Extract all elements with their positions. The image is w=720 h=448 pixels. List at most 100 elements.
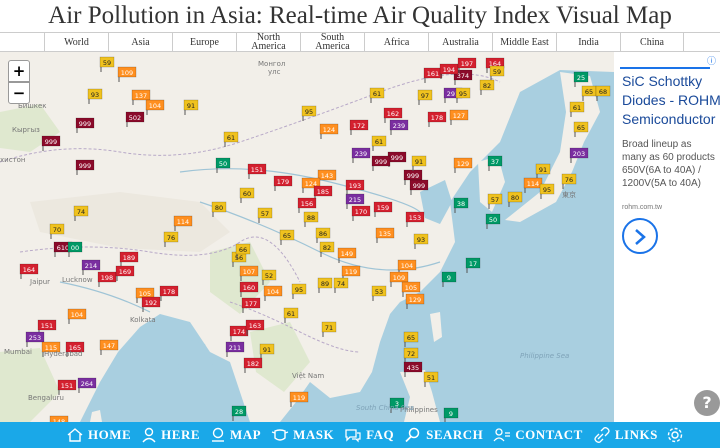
ad-info-icon[interactable]: ⓘ	[706, 57, 716, 67]
aqi-marker[interactable]: 151	[57, 379, 77, 395]
aqi-marker[interactable]: 114	[523, 177, 543, 193]
aqi-marker[interactable]: 174	[229, 325, 249, 341]
aqi-marker[interactable]: 3	[389, 397, 405, 413]
aqi-marker[interactable]: 88	[303, 211, 319, 227]
aqi-marker[interactable]: 59	[489, 65, 505, 81]
ad-title[interactable]: SiC Schottky Diodes - ROHM Semiconductor	[622, 73, 720, 127]
aqi-marker[interactable]: 115	[41, 341, 61, 357]
aqi-marker[interactable]: 172	[349, 119, 369, 135]
aqi-marker[interactable]: 124	[301, 177, 321, 193]
aqi-marker[interactable]: 178	[159, 285, 179, 301]
aqi-marker[interactable]: 999	[387, 151, 407, 167]
tab-south-america[interactable]: South America	[300, 33, 364, 52]
aqi-marker[interactable]: 147	[99, 339, 119, 355]
aqi-marker[interactable]: 214	[81, 259, 101, 275]
aqi-marker[interactable]: 59	[99, 56, 115, 72]
aqi-marker[interactable]: 107	[239, 265, 259, 281]
aqi-marker[interactable]: 162	[383, 107, 403, 123]
aqi-marker[interactable]: 66	[235, 243, 251, 259]
aqi-marker[interactable]: 105	[401, 281, 421, 297]
aqi-marker[interactable]: 999	[41, 135, 61, 151]
tab-middle-east[interactable]: Middle East	[492, 33, 556, 51]
tab-world[interactable]: World	[44, 33, 108, 51]
aqi-marker[interactable]: 148	[49, 415, 69, 422]
aqi-marker[interactable]: 239	[351, 147, 371, 163]
aqi-marker[interactable]: 80	[507, 191, 523, 207]
nav-settings[interactable]	[666, 422, 688, 448]
aqi-marker[interactable]: 53	[371, 285, 387, 301]
aqi-marker[interactable]: 165	[65, 341, 85, 357]
aqi-marker[interactable]: 999	[75, 159, 95, 175]
aqi-map[interactable]: 59 109 93 137 104 502 91 999 999 999 74 70 610 00 214 1…	[0, 52, 614, 422]
aqi-marker[interactable]: 50	[215, 157, 231, 173]
aqi-marker[interactable]: 109	[389, 271, 409, 287]
aqi-marker[interactable]: 215	[345, 193, 365, 209]
ad-url[interactable]: rohm.com.tw	[622, 204, 663, 211]
nav-mask[interactable]: MASK	[271, 422, 334, 448]
ad-panel[interactable]: ⓘ SiC Schottky Diodes - ROHM Semiconduct…	[614, 52, 720, 422]
aqi-marker[interactable]: 37	[487, 155, 503, 171]
aqi-marker[interactable]: 50	[485, 213, 501, 229]
aqi-marker[interactable]: 170	[351, 205, 371, 221]
tab-europe[interactable]: Europe	[172, 33, 236, 51]
aqi-marker[interactable]: 65	[403, 331, 419, 347]
aqi-marker[interactable]: 91	[535, 163, 551, 179]
help-button[interactable]: ?	[694, 390, 720, 416]
tab-north-america[interactable]: North America	[236, 33, 300, 52]
aqi-marker[interactable]: 194	[439, 63, 459, 79]
aqi-marker[interactable]: 999	[409, 179, 429, 195]
aqi-marker[interactable]: 203	[569, 147, 589, 163]
aqi-marker[interactable]: 61	[369, 87, 385, 103]
aqi-marker[interactable]: 135	[375, 227, 395, 243]
aqi-marker[interactable]: 999	[75, 117, 95, 133]
aqi-marker[interactable]: 76	[561, 173, 577, 189]
aqi-marker[interactable]: 159	[373, 201, 393, 217]
aqi-marker[interactable]: 65	[279, 229, 295, 245]
aqi-marker[interactable]: 38	[453, 197, 469, 213]
aqi-marker[interactable]: 95	[291, 283, 307, 299]
aqi-marker[interactable]: 57	[257, 207, 273, 223]
aqi-marker[interactable]: 86	[315, 227, 331, 243]
aqi-marker[interactable]: 95	[301, 105, 317, 121]
aqi-marker[interactable]: 999	[371, 155, 391, 171]
nav-search[interactable]: SEARCH	[404, 422, 483, 448]
aqi-marker[interactable]: 114	[173, 215, 193, 231]
aqi-marker[interactable]: 61	[569, 101, 585, 117]
aqi-marker[interactable]: 25	[573, 71, 589, 87]
nav-home[interactable]: HOME	[66, 422, 131, 448]
nav-contact[interactable]: CONTACT	[493, 422, 583, 448]
aqi-marker[interactable]: 74	[73, 205, 89, 221]
aqi-marker[interactable]: 374	[453, 69, 473, 85]
aqi-marker[interactable]: 189	[119, 251, 139, 267]
zoom-out-button[interactable]: −	[8, 82, 30, 104]
aqi-marker[interactable]: 91	[183, 99, 199, 115]
aqi-marker[interactable]: 60	[239, 187, 255, 203]
aqi-marker[interactable]: 127	[449, 109, 469, 125]
aqi-marker[interactable]: 104	[263, 285, 283, 301]
aqi-marker[interactable]: 161	[423, 67, 443, 83]
nav-here[interactable]: HERE	[141, 422, 200, 448]
aqi-marker[interactable]: 129	[405, 293, 425, 309]
aqi-marker[interactable]: 65	[573, 121, 589, 137]
nav-map[interactable]: MAP	[210, 422, 261, 448]
aqi-marker[interactable]: 95	[539, 183, 555, 199]
aqi-marker[interactable]: 129	[453, 157, 473, 173]
zoom-in-button[interactable]: +	[8, 60, 30, 82]
aqi-marker[interactable]: 198	[97, 271, 117, 287]
aqi-marker[interactable]: 149	[337, 247, 357, 263]
aqi-marker[interactable]: 00	[67, 241, 83, 257]
aqi-marker[interactable]: 193	[345, 179, 365, 195]
aqi-marker[interactable]: 72	[403, 347, 419, 363]
aqi-marker[interactable]: 160	[239, 281, 259, 297]
nav-faq[interactable]: FAQ	[344, 422, 394, 448]
aqi-marker[interactable]: 91	[259, 343, 275, 359]
aqi-marker[interactable]: 93	[87, 88, 103, 104]
aqi-marker[interactable]: 151	[247, 163, 267, 179]
aqi-marker[interactable]: 119	[289, 391, 309, 407]
aqi-marker[interactable]: 61	[371, 135, 387, 151]
aqi-marker[interactable]: 163	[245, 319, 265, 335]
aqi-marker[interactable]: 211	[225, 341, 245, 357]
aqi-marker[interactable]: 169	[115, 265, 135, 281]
aqi-marker[interactable]: 192	[141, 296, 161, 312]
aqi-marker[interactable]: 104	[145, 99, 165, 115]
